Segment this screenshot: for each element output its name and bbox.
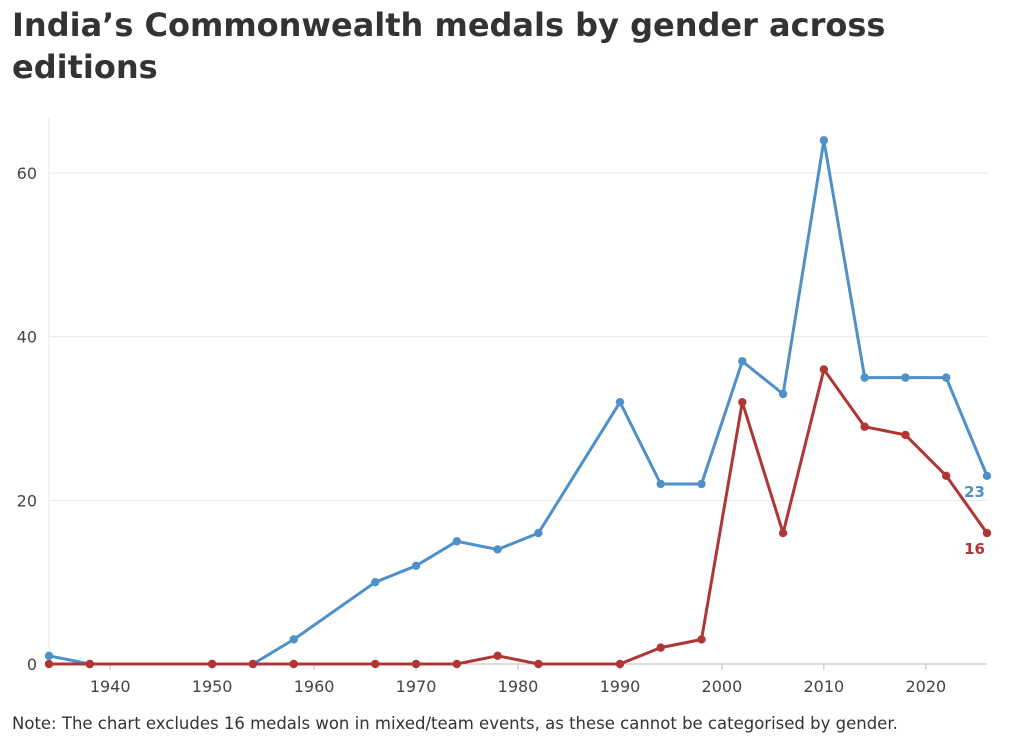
x-tick-label: 1950 <box>192 677 233 696</box>
data-point <box>819 136 829 145</box>
data-point <box>289 659 298 669</box>
data-point <box>207 659 217 669</box>
data-point <box>982 528 992 538</box>
grid-lines <box>49 172 987 501</box>
x-tick-label: 1990 <box>600 677 641 696</box>
data-point <box>44 651 54 661</box>
series-line <box>47 138 989 666</box>
y-tick-label: 20 <box>17 491 37 510</box>
series-1 <box>44 136 992 669</box>
series-end-label: 23 <box>964 483 985 501</box>
data-point <box>452 537 462 546</box>
x-tick-label: 2010 <box>804 677 845 696</box>
series-line <box>47 368 989 666</box>
data-point <box>819 365 829 374</box>
data-point <box>656 479 665 489</box>
x-tick-label: 1940 <box>90 677 131 696</box>
labels: 0 20 40 60 1940 1950 1960 1970 1980 1990 2000 2010 2… <box>17 164 985 696</box>
chart-title: India’s Commonwealth medals by gender ac… <box>12 6 886 86</box>
data-point <box>493 651 502 661</box>
y-tick-label: 0 <box>27 655 37 674</box>
data-point <box>901 373 910 382</box>
data-point <box>901 430 910 440</box>
data-point <box>615 659 625 669</box>
data-point <box>738 397 747 407</box>
data-point <box>371 659 380 669</box>
x-tick-label: 1980 <box>498 677 539 696</box>
data-point <box>942 471 951 481</box>
data-point <box>371 577 380 587</box>
data-point <box>860 373 869 382</box>
series-lines <box>44 136 992 669</box>
data-point <box>248 659 258 669</box>
data-point <box>697 479 706 489</box>
data-point <box>942 373 951 382</box>
data-point <box>452 659 462 669</box>
y-tick-label: 60 <box>17 164 37 183</box>
data-point <box>493 545 502 554</box>
data-point <box>534 659 543 669</box>
data-point <box>289 635 298 644</box>
series-end-label: 16 <box>964 540 985 558</box>
x-tick-label: 1960 <box>294 677 335 696</box>
series-2 <box>44 365 992 669</box>
footnote: Note: The chart excludes 16 medals won i… <box>12 714 898 733</box>
y-tick-label: 40 <box>17 328 37 347</box>
data-point <box>738 357 747 366</box>
data-point <box>778 528 788 538</box>
data-point <box>411 659 421 669</box>
data-point <box>534 528 543 538</box>
data-point <box>411 561 421 571</box>
x-tick-label: 2000 <box>702 677 743 696</box>
data-point <box>615 397 625 407</box>
data-point <box>85 659 94 669</box>
axes <box>48 118 987 670</box>
data-point <box>860 422 869 431</box>
data-point <box>982 471 992 481</box>
data-point <box>697 635 706 644</box>
data-point <box>778 389 788 399</box>
data-point <box>656 643 665 652</box>
x-tick-label: 1970 <box>396 677 437 696</box>
x-tick-label: 2020 <box>905 677 946 696</box>
data-point <box>44 659 54 669</box>
